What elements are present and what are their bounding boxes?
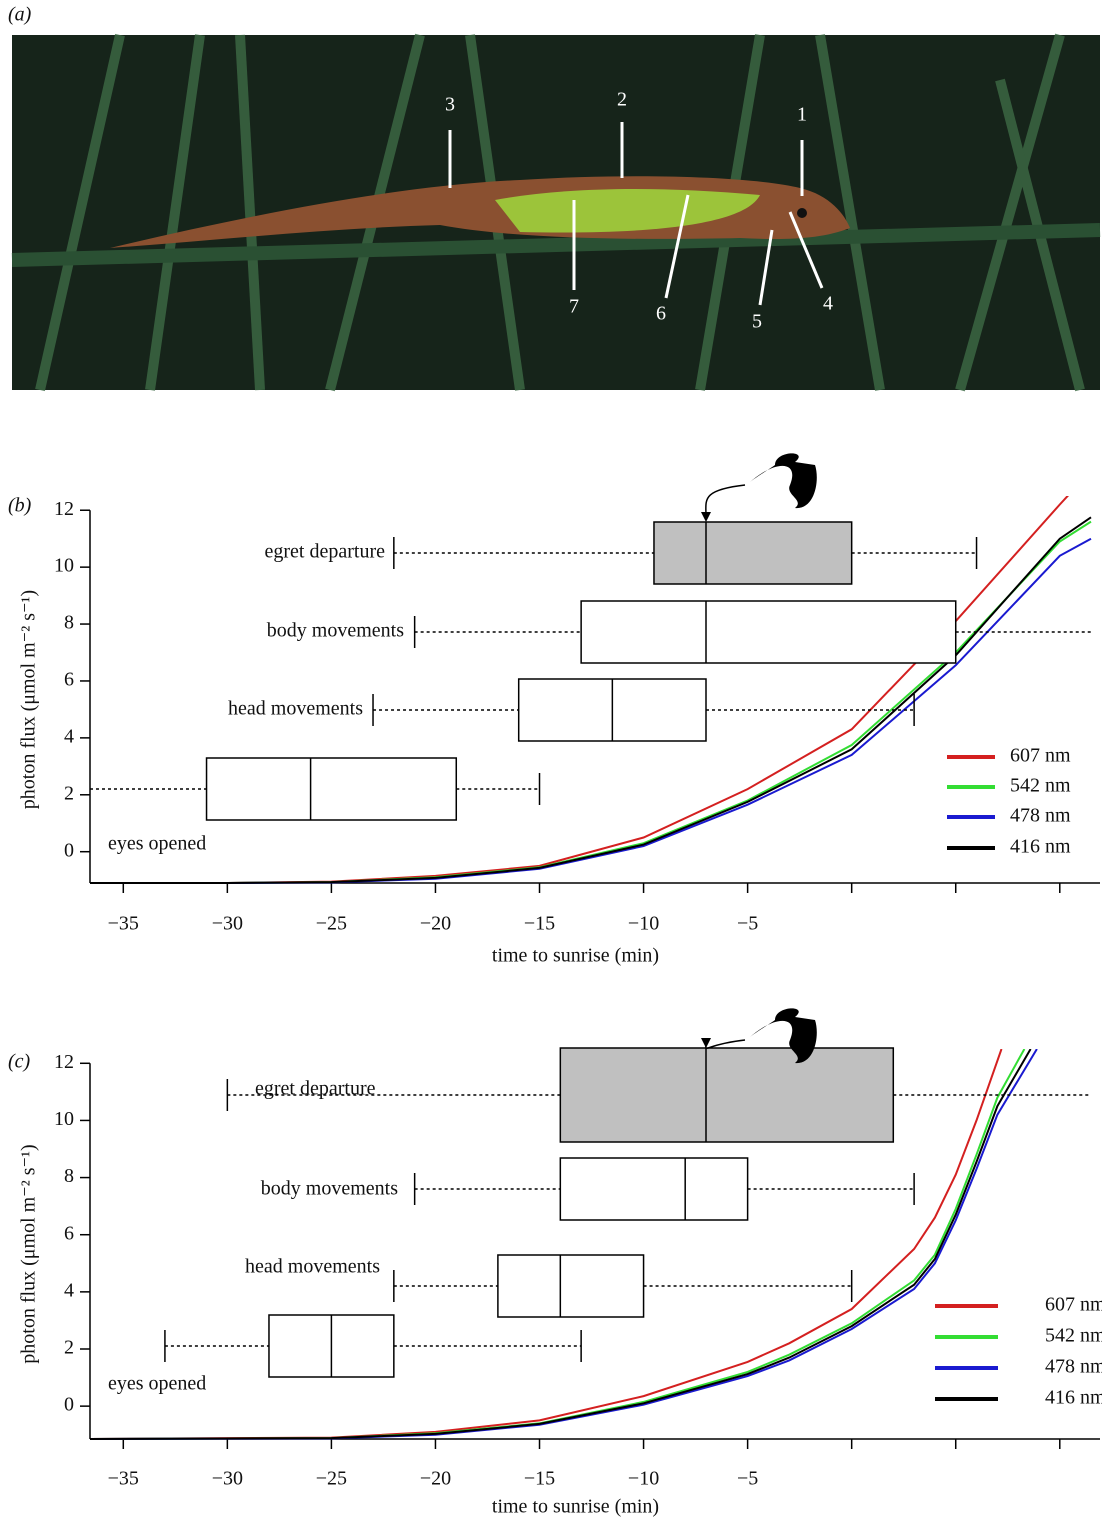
legend-label: 416 nm	[1045, 1387, 1102, 1409]
x-tick-label: −25	[316, 1468, 347, 1490]
legend-label: 542 nm	[1045, 1325, 1102, 1347]
arrow-head	[701, 512, 711, 522]
x-tick-label: −30	[212, 913, 243, 935]
box	[653, 521, 853, 585]
line	[90, 1049, 1003, 1440]
x-tick-label: −15	[524, 1468, 555, 1490]
x-tick-label: −15	[524, 913, 555, 935]
box-label: head movements	[228, 698, 363, 720]
lizard-flank	[495, 188, 760, 233]
y-tick-label: 10	[54, 1108, 74, 1130]
box	[497, 1254, 645, 1318]
x-axis-label: time to sunrise (min)	[492, 1496, 659, 1518]
y-tick-label: 12	[54, 498, 74, 520]
series-group	[90, 496, 1092, 884]
box	[580, 600, 957, 664]
callout: 6	[656, 303, 666, 325]
y-tick-label: 8	[64, 612, 74, 634]
x-tick-label: −10	[628, 1468, 659, 1490]
panel-label: (b)	[8, 495, 32, 517]
y-tick-label: 2	[64, 1337, 74, 1359]
grass	[11, 33, 1101, 392]
arrow	[705, 1039, 746, 1050]
box	[205, 757, 458, 821]
lizard-eye	[797, 208, 807, 218]
callout: 4	[823, 293, 833, 315]
y-tick-label: 6	[64, 669, 74, 691]
line	[90, 516, 1092, 884]
box-label: eyes opened	[108, 833, 206, 855]
y-tick-label: 0	[64, 1394, 74, 1416]
egret-icon	[750, 453, 817, 509]
y-axis-label: photon flux (μmol m⁻² s⁻¹)	[18, 590, 40, 809]
line	[90, 1049, 1032, 1440]
x-tick-label: −5	[737, 913, 758, 935]
legend-label: 607 nm	[1045, 1294, 1102, 1316]
x-tick-label: −35	[108, 1468, 139, 1490]
box	[559, 1157, 749, 1221]
box-label: head movements	[245, 1256, 380, 1278]
chart: (b) 0 2 4 6 8 10 12 −35 −30 −25 −20 −15 −10 −5 time to …	[8, 453, 1100, 967]
x-tick-label: −20	[420, 913, 451, 935]
callout: 1	[797, 104, 807, 126]
panel-label: (a)	[8, 4, 32, 26]
callout-lines	[448, 122, 824, 306]
y-tick-label: 12	[54, 1051, 74, 1073]
box-label: body movements	[261, 1178, 398, 1200]
x-tick-label: −30	[212, 1468, 243, 1490]
chart: (c) 0 2 4 6 8 10 12 −35 −30 −25 −20 −15 −10 −5 time to …	[8, 1008, 1102, 1518]
y-tick-label: 10	[54, 555, 74, 577]
x-tick-label: −5	[737, 1468, 758, 1490]
egret-icon	[750, 1008, 817, 1064]
y-tick-label: 6	[64, 1222, 74, 1244]
y-tick-label: 2	[64, 782, 74, 804]
legend-label: 478 nm	[1045, 1356, 1102, 1378]
legend-label: 478 nm	[1010, 805, 1071, 827]
panel-a: (a) 1 2 3 4 5 6 7	[8, 4, 1101, 392]
callout: 2	[617, 89, 627, 111]
x-tick-label: −20	[420, 1468, 451, 1490]
y-tick-label: 0	[64, 839, 74, 861]
box	[559, 1047, 895, 1143]
y-axis-label: photon flux (μmol m⁻² s⁻¹)	[18, 1144, 40, 1363]
x-tick-label: −10	[628, 913, 659, 935]
y-tick-label: 8	[64, 1165, 74, 1187]
box-label: egret departure	[255, 1078, 376, 1100]
legend-label: 542 nm	[1010, 775, 1071, 797]
series-group	[90, 1049, 1038, 1440]
box-label: egret departure	[265, 541, 386, 563]
panel-label: (c)	[8, 1051, 31, 1073]
arrow-head	[701, 1038, 711, 1048]
callout: 5	[752, 311, 762, 333]
y-tick-label: 4	[64, 725, 74, 747]
legend-label: 607 nm	[1010, 745, 1071, 767]
callout: 7	[569, 296, 579, 318]
y-tick-label: 4	[64, 1279, 74, 1301]
x-tick-label: −25	[316, 913, 347, 935]
box-label: eyes opened	[108, 1373, 206, 1395]
box-label: body movements	[267, 620, 404, 642]
callout: 3	[445, 94, 455, 116]
x-tick-label: −35	[108, 913, 139, 935]
legend-label: 416 nm	[1010, 836, 1071, 858]
x-axis-label: time to sunrise (min)	[492, 945, 659, 967]
arrow	[705, 484, 746, 517]
